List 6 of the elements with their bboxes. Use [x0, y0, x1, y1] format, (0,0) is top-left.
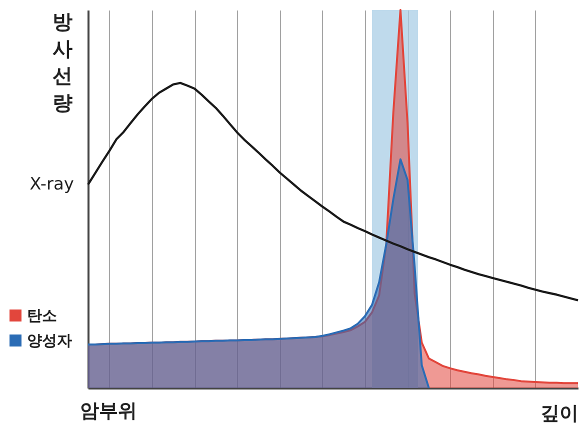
series-label: X-ray — [30, 174, 74, 195]
y-axis-title: 방사선량 — [52, 10, 72, 114]
text: 암부위 — [80, 400, 137, 422]
legend-label: 양성자 — [27, 332, 72, 350]
x-axis-title: 깊이 — [540, 402, 578, 424]
legend-label: 탄소 — [27, 306, 57, 324]
